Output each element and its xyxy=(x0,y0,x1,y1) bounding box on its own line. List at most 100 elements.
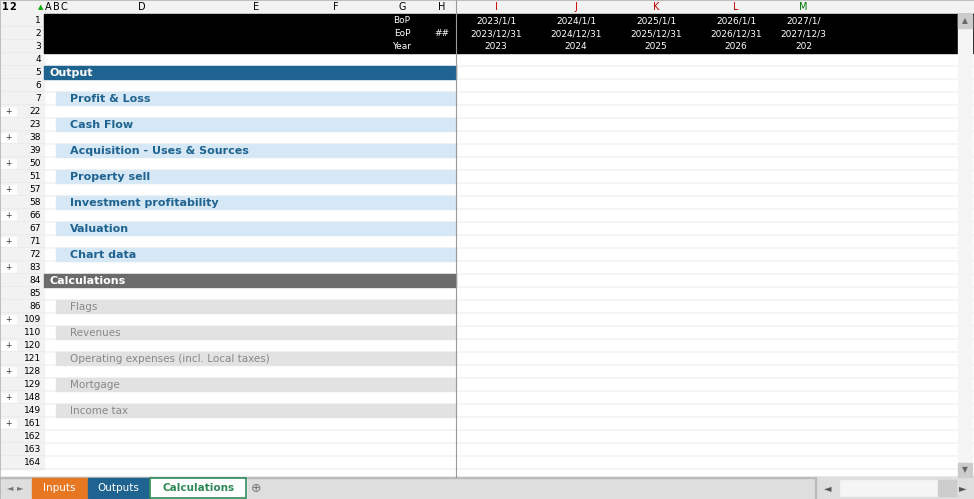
Text: 86: 86 xyxy=(29,302,41,311)
Bar xyxy=(44,40,456,53)
Bar xyxy=(0,339,18,352)
Text: Year: Year xyxy=(393,42,411,51)
Text: 2: 2 xyxy=(9,2,16,12)
Text: 2023/1/1: 2023/1/1 xyxy=(476,16,516,25)
Bar xyxy=(18,66,44,79)
Bar xyxy=(32,478,87,498)
Bar xyxy=(1,133,16,142)
Bar xyxy=(1,419,16,428)
Text: 7: 7 xyxy=(35,94,41,103)
Bar xyxy=(1,211,16,220)
Bar xyxy=(0,0,974,14)
Text: +: + xyxy=(5,159,12,168)
Bar xyxy=(296,0,376,14)
Bar xyxy=(1,367,16,376)
Bar xyxy=(840,480,956,496)
Text: 129: 129 xyxy=(24,380,41,389)
Bar xyxy=(18,222,44,235)
Text: ##: ## xyxy=(434,29,449,38)
Text: 71: 71 xyxy=(29,237,41,246)
Bar xyxy=(18,235,44,248)
Bar xyxy=(18,196,44,209)
Text: +: + xyxy=(5,237,12,246)
Text: 163: 163 xyxy=(23,445,41,454)
Bar xyxy=(1,237,16,246)
Text: H: H xyxy=(438,2,446,12)
Text: 2023/12/31: 2023/12/31 xyxy=(470,29,522,38)
Bar xyxy=(0,274,18,287)
Text: 2026: 2026 xyxy=(725,42,747,51)
Text: Output: Output xyxy=(50,67,94,77)
Text: Acquisition - Uses & Sources: Acquisition - Uses & Sources xyxy=(70,146,249,156)
Text: D: D xyxy=(138,2,146,12)
Bar xyxy=(18,417,44,430)
Text: A: A xyxy=(45,2,52,12)
Text: 3: 3 xyxy=(35,42,41,51)
Bar xyxy=(18,430,44,443)
Bar xyxy=(0,14,18,27)
Text: 4: 4 xyxy=(35,55,41,64)
Bar xyxy=(456,40,974,53)
Bar xyxy=(52,0,60,14)
Bar xyxy=(56,222,456,235)
Text: J: J xyxy=(575,2,578,12)
Bar xyxy=(56,300,456,313)
Bar xyxy=(18,183,44,196)
Bar xyxy=(56,92,456,105)
Text: 58: 58 xyxy=(29,198,41,207)
Bar xyxy=(456,0,536,14)
Text: 67: 67 xyxy=(29,224,41,233)
Text: B: B xyxy=(53,2,59,12)
Text: 2026/12/31: 2026/12/31 xyxy=(710,29,762,38)
Text: +: + xyxy=(5,211,12,220)
Bar xyxy=(938,480,956,496)
Text: 110: 110 xyxy=(23,328,41,337)
Bar xyxy=(0,287,18,300)
Text: Flags: Flags xyxy=(70,301,97,311)
Text: 1: 1 xyxy=(2,2,9,12)
Text: +: + xyxy=(5,107,12,116)
Bar xyxy=(536,0,616,14)
Bar xyxy=(0,261,18,274)
Text: 50: 50 xyxy=(29,159,41,168)
Text: 161: 161 xyxy=(23,419,41,428)
Bar xyxy=(0,92,18,105)
Text: 83: 83 xyxy=(29,263,41,272)
Bar xyxy=(958,14,972,28)
Text: 2024/1/1: 2024/1/1 xyxy=(556,16,596,25)
Text: EoP: EoP xyxy=(393,29,410,38)
Bar xyxy=(958,14,972,477)
Bar xyxy=(428,0,456,14)
Bar xyxy=(56,326,456,339)
Bar xyxy=(0,326,18,339)
Text: ◄: ◄ xyxy=(824,483,832,493)
Bar xyxy=(18,287,44,300)
Bar xyxy=(150,478,246,498)
Text: Calculations: Calculations xyxy=(50,275,127,285)
Text: BoP: BoP xyxy=(393,16,410,25)
Text: 164: 164 xyxy=(24,458,41,467)
Text: ⊕: ⊕ xyxy=(250,482,261,495)
Bar xyxy=(18,157,44,170)
Bar xyxy=(616,0,696,14)
Bar xyxy=(18,40,44,53)
Text: 2025/12/31: 2025/12/31 xyxy=(630,29,682,38)
Bar xyxy=(815,477,974,499)
Bar xyxy=(18,391,44,404)
Text: F: F xyxy=(333,2,339,12)
Text: 39: 39 xyxy=(29,146,41,155)
Text: Cash Flow: Cash Flow xyxy=(70,119,133,130)
Bar xyxy=(68,0,216,14)
Bar xyxy=(56,170,456,183)
Text: L: L xyxy=(733,2,738,12)
Bar xyxy=(0,40,18,53)
Bar xyxy=(18,261,44,274)
Bar xyxy=(815,477,816,499)
Text: 128: 128 xyxy=(24,367,41,376)
Bar xyxy=(18,27,44,40)
Bar xyxy=(1,107,16,116)
Bar xyxy=(376,0,428,14)
Text: 2023: 2023 xyxy=(485,42,507,51)
Bar xyxy=(0,443,18,456)
Bar xyxy=(696,0,776,14)
